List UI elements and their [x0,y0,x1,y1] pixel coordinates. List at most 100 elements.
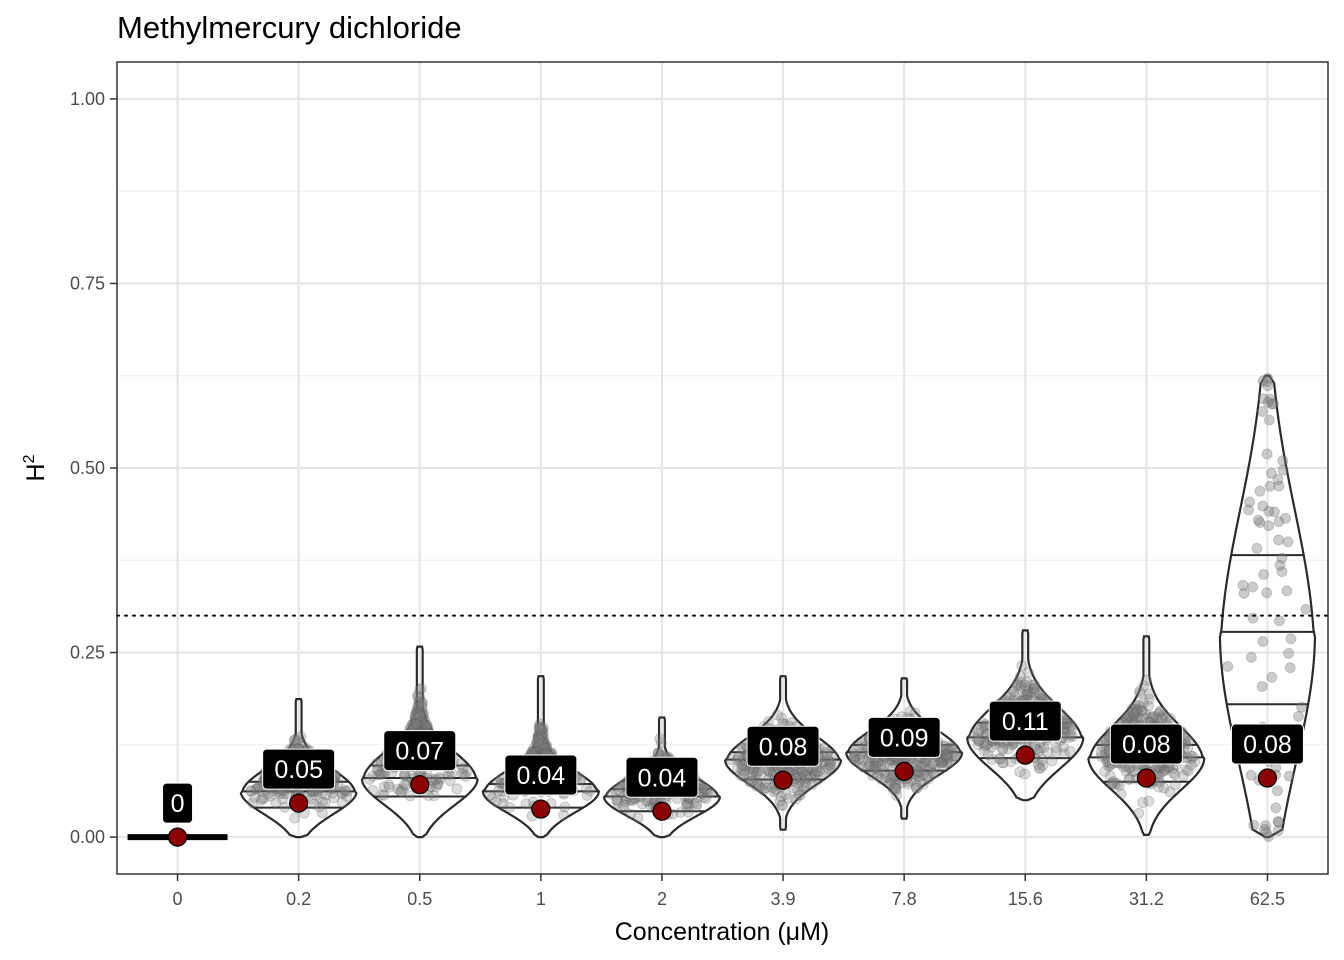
data-point [532,736,544,748]
data-point [1277,455,1289,467]
data-point [1245,769,1257,781]
data-point [249,791,261,803]
data-point [533,728,545,740]
data-point [536,729,548,741]
data-point [291,734,303,746]
data-point [251,783,263,795]
x-tick-label: 15.6 [1008,889,1043,909]
data-point [910,782,922,794]
data-point [412,701,424,713]
data-point [339,784,351,796]
data-point [373,769,385,781]
data-point [1019,768,1031,780]
data-point [538,736,550,748]
data-point [289,812,301,824]
data-point [310,789,322,801]
data-point [336,786,348,798]
data-point [763,716,775,728]
data-point [580,783,592,795]
data-point [774,795,786,807]
data-point [1283,647,1295,659]
data-point [394,785,406,797]
data-point [533,739,545,751]
data-point [939,744,951,756]
data-point [1140,674,1152,686]
data-point [1257,636,1269,648]
data-point [654,733,666,745]
mean-label-text: 0.08 [759,733,808,761]
data-point [409,711,421,723]
data-point [534,734,546,746]
data-point [245,785,257,797]
data-point [533,739,545,751]
data-point [412,706,424,718]
data-point [973,724,985,736]
data-point [247,797,259,809]
data-point [1256,406,1268,418]
data-point [534,727,546,739]
mean-label-text: 0.04 [638,764,687,792]
data-point [536,739,548,751]
data-point [1283,770,1295,782]
data-point [1252,514,1264,526]
data-point [411,716,423,728]
data-point [444,775,456,787]
data-point [291,735,303,747]
data-point [415,708,427,720]
data-point [398,779,410,791]
data-point [1281,585,1293,597]
data-point [540,742,552,754]
data-point [1137,797,1149,809]
mean-label-text: 0.11 [1002,708,1049,736]
data-point [1156,713,1168,725]
data-point [410,716,422,728]
data-point [411,689,423,701]
data-point [1028,686,1040,698]
data-point [412,691,424,703]
data-point [532,731,544,743]
data-point [533,730,545,742]
data-point [416,702,428,714]
data-point [1256,680,1268,692]
data-point [295,731,307,743]
data-point [411,708,423,720]
data-point [339,786,351,798]
data-point [413,702,425,714]
mean-point [410,775,430,795]
data-point [410,711,422,723]
data-point [1270,802,1282,814]
data-point [611,794,623,806]
data-point [412,712,424,724]
data-point [536,730,548,742]
data-point [681,800,693,812]
data-point [256,793,268,805]
violin-15.6 [966,629,1085,802]
data-point [367,770,379,782]
y-tick-label: 1.00 [70,89,105,109]
data-point [1222,660,1234,672]
data-point [404,790,416,802]
data-point [1248,819,1260,831]
data-point [410,713,422,725]
data-point [531,742,543,754]
data-point [535,742,547,754]
data-point [409,709,421,721]
data-point [1259,824,1271,836]
data-point [536,723,548,735]
data-point [764,767,776,779]
violin-31.2 [1087,635,1206,836]
data-point [533,722,545,734]
data-point [928,757,940,769]
data-point [536,740,548,752]
data-point [1247,612,1259,624]
data-point [534,734,546,746]
data-point [535,726,547,738]
data-point [459,770,471,782]
data-point [1115,788,1127,800]
data-point [416,700,428,712]
data-point [535,728,547,740]
mean-point [652,801,672,821]
data-point [413,696,425,708]
data-point [430,781,442,793]
data-point [414,718,426,730]
